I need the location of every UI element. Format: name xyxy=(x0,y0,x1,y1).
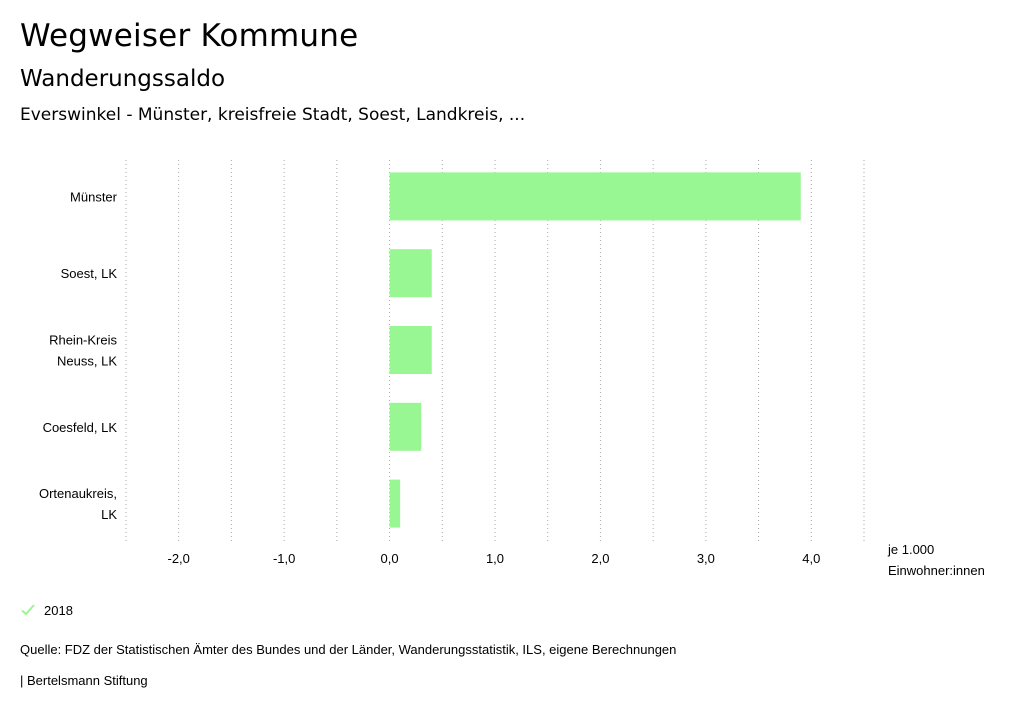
unit-label-line-1: je 1.000 xyxy=(888,542,935,557)
chart-subtitle: Wanderungssaldo xyxy=(20,66,226,92)
category-label: Coesfeld, LK xyxy=(43,420,118,435)
x-tick-label: 1,0 xyxy=(486,551,504,566)
bar xyxy=(389,326,432,374)
bar xyxy=(389,479,401,528)
category-label: Ortenaukreis, xyxy=(39,486,117,501)
x-tick-label: -2,0 xyxy=(168,551,190,566)
category-label: Rhein-Kreis xyxy=(49,333,117,348)
chart-title: Wegweiser Kommune xyxy=(20,18,359,54)
check-icon xyxy=(21,604,35,616)
unit-label-line-2: Einwohner:innen xyxy=(888,563,985,578)
bar xyxy=(389,249,432,298)
category-label: Neuss, LK xyxy=(57,354,117,369)
legend-label: 2018 xyxy=(44,602,73,618)
bar-chart: -2,0 -1,0 0,0 1,0 2,0 3,0 4,0 Münster Soest, LK R… xyxy=(39,160,865,566)
source-note: Quelle: FDZ der Statistischen Ämter des … xyxy=(20,642,677,657)
x-tick-label: 2,0 xyxy=(591,551,609,566)
x-tick-label: 4,0 xyxy=(802,551,820,566)
category-label: Münster xyxy=(70,189,118,204)
unit-label: je 1.000 Einwohner:innen xyxy=(888,539,985,581)
x-tick-label: 0,0 xyxy=(381,551,399,566)
bar xyxy=(389,402,422,451)
x-tick-label: -1,0 xyxy=(273,551,295,566)
category-label: Soest, LK xyxy=(61,266,118,281)
x-tick-label: 3,0 xyxy=(697,551,715,566)
region-label: Everswinkel - Münster, kreisfreie Stadt,… xyxy=(20,105,526,125)
publisher-note: | Bertelsmann Stiftung xyxy=(20,673,148,688)
legend[interactable]: 2018 xyxy=(20,602,73,618)
bar xyxy=(389,172,801,221)
category-label: LK xyxy=(101,507,117,522)
